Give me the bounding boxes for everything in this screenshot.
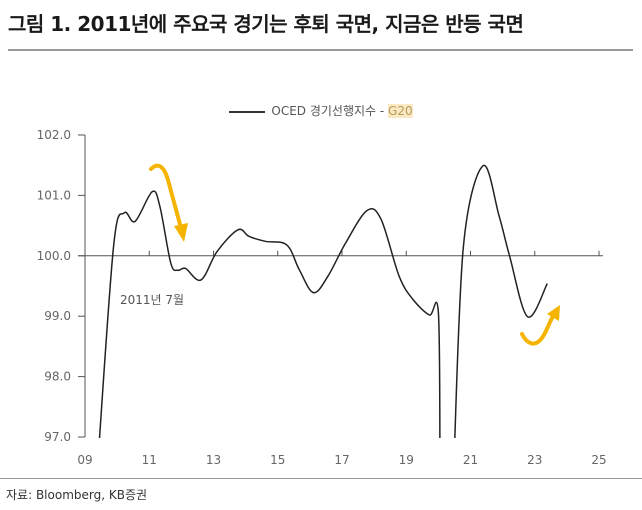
x-tick-label: 23 bbox=[527, 453, 542, 467]
x-tick-label: 13 bbox=[206, 453, 221, 467]
legend: OCED 경기선행지수 - G20 bbox=[0, 102, 642, 119]
title-divider bbox=[8, 49, 633, 51]
legend-label-highlight: G20 bbox=[388, 104, 413, 118]
chart-title: 그림 1. 2011년에 주요국 경기는 후퇴 국면, 지금은 반등 국면 bbox=[8, 12, 524, 36]
x-tick-label: 15 bbox=[270, 453, 285, 467]
x-tick-label: 11 bbox=[142, 453, 157, 467]
y-tick-label: 101.0 bbox=[37, 188, 71, 202]
x-tick-label: 21 bbox=[463, 453, 478, 467]
annotation-2011-july: 2011년 7월 bbox=[120, 293, 184, 307]
x-tick-label: 19 bbox=[399, 453, 414, 467]
series-line-segment bbox=[454, 165, 548, 438]
series-line-segment bbox=[98, 190, 441, 438]
y-tick-label: 99.0 bbox=[44, 309, 71, 323]
footer-divider bbox=[0, 478, 642, 479]
x-tick-label: 25 bbox=[591, 453, 606, 467]
up-arrow-annotation-icon bbox=[520, 305, 560, 346]
y-tick-label: 98.0 bbox=[44, 370, 71, 384]
x-tick-label: 09 bbox=[77, 453, 92, 467]
source-note: 자료: Bloomberg, KB증권 bbox=[6, 488, 148, 502]
legend-line-swatch bbox=[229, 110, 266, 113]
down-arrow-annotation-icon bbox=[149, 163, 188, 242]
y-tick-label: 100.0 bbox=[37, 249, 71, 263]
y-tick-label: 102.0 bbox=[37, 128, 71, 142]
x-tick-label: 17 bbox=[334, 453, 349, 467]
legend-label: OCED 경기선행지수 - bbox=[271, 104, 389, 118]
y-tick-label: 97.0 bbox=[44, 430, 71, 444]
